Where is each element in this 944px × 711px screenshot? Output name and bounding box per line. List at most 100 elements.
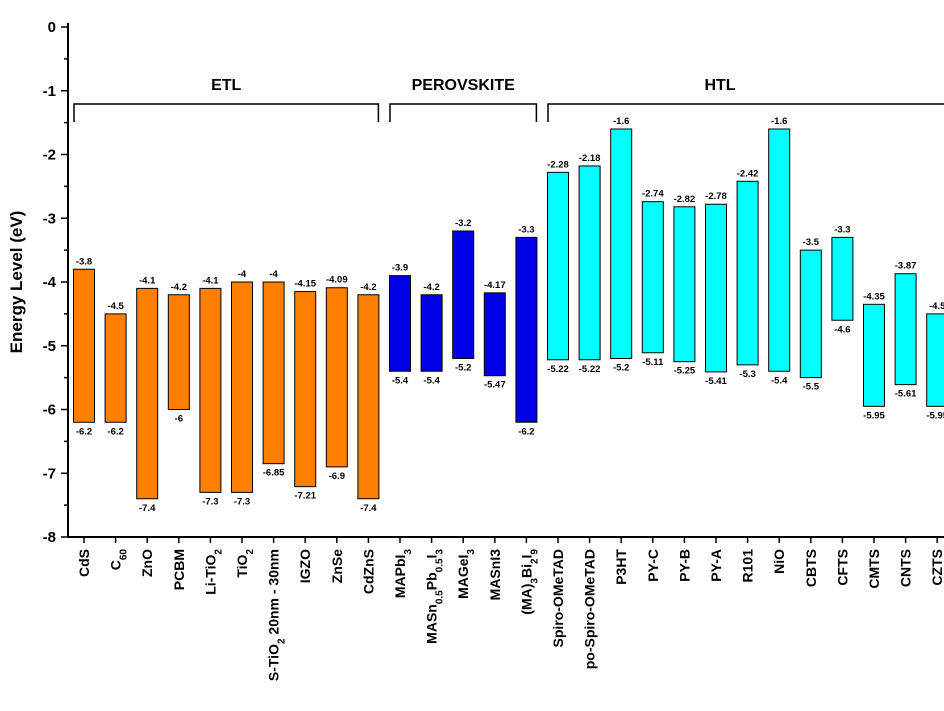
bar — [894, 273, 917, 386]
axes: 0 -1 -2 -3 -4 -5 -6 -7 -8 Energy Level (eV) — [7, 19, 944, 546]
top-value-label: -1.6 — [771, 116, 787, 127]
bottom-value-label: -6.2 — [518, 426, 534, 437]
category-label: PY-B — [676, 549, 692, 582]
bar — [515, 236, 538, 423]
top-value-label: -3.2 — [455, 218, 471, 229]
category-label: C60 — [108, 549, 130, 571]
x-tick-labels: CdS C60 ZnO PCBM Li-TiO2 TiO2 S-TiO2 20nm - 30… — [76, 549, 944, 682]
category-label: CBTS — [803, 549, 819, 587]
bars — [73, 128, 944, 500]
bottom-value-label: -5.11 — [642, 357, 664, 368]
bottom-value-label: -5.25 — [674, 366, 696, 377]
bar — [799, 249, 822, 379]
top-value-label: -2.28 — [547, 159, 569, 170]
category-label: Li-TiO2 — [202, 549, 224, 595]
top-value-label: -3.9 — [392, 263, 408, 274]
bar — [136, 287, 159, 500]
bar — [610, 128, 633, 359]
y-tick-label: -4 — [43, 274, 57, 291]
bar — [357, 294, 380, 500]
bottom-value-label: -5.5 — [803, 382, 820, 393]
bottom-value-label: -6.2 — [76, 426, 92, 437]
bar — [199, 287, 222, 493]
top-value-label: -4.09 — [326, 275, 348, 286]
bottom-value-label: -5.4 — [392, 375, 409, 386]
top-value-label: -2.42 — [737, 168, 759, 179]
y-tick-label: -5 — [43, 338, 56, 355]
bottom-value-label: -5.4 — [423, 375, 440, 386]
bottom-value-label: -5.47 — [484, 380, 506, 391]
category-label: IGZO — [297, 549, 313, 583]
category-label: po-Spiro-OMeTAD — [582, 549, 598, 669]
bottom-value-label: -5.2 — [455, 363, 471, 374]
y-tick-label: -1 — [43, 83, 56, 100]
top-value-label: -4.1 — [202, 275, 219, 286]
top-value-label: -4.1 — [139, 275, 156, 286]
bottom-value-label: -7.3 — [202, 496, 218, 507]
top-value-label: -4.15 — [294, 279, 316, 290]
category-label: ZnSe — [329, 549, 345, 583]
group-brackets: ETL PEROVSKITE HTL — [73, 77, 944, 122]
top-value-label: -3.8 — [76, 256, 92, 267]
top-value-label: -4.17 — [484, 280, 506, 291]
category-label: (MA)3Bi2I9 — [518, 549, 540, 615]
bottom-value-label: -5.2 — [613, 363, 629, 374]
bar — [389, 275, 411, 372]
top-value-label: -2.18 — [579, 153, 601, 164]
bottom-value-label: -7.3 — [234, 496, 250, 507]
category-label: CFTS — [834, 549, 850, 586]
category-label: MASnI3 — [487, 549, 503, 601]
bottom-value-label: -5.22 — [579, 364, 601, 375]
group-label-perovskite: PEROVSKITE — [412, 77, 515, 94]
top-value-label: -3.87 — [895, 261, 917, 272]
bottom-value-label: -6.9 — [329, 471, 345, 482]
top-value-label: -4.2 — [171, 282, 187, 293]
top-value-label: -4.5 — [107, 301, 124, 312]
bottom-value-label: -5.3 — [739, 369, 755, 380]
bottom-value-label: -7.4 — [360, 503, 377, 514]
bar — [768, 128, 791, 372]
category-label: P3HT — [613, 549, 629, 585]
category-label: PY-C — [645, 549, 661, 582]
bar — [673, 206, 696, 363]
bar — [578, 165, 601, 361]
category-label: Spiro-OMeTAD — [550, 549, 566, 648]
category-label: MAPbI3 — [392, 549, 414, 599]
top-value-label: -4.2 — [360, 282, 376, 293]
top-value-label: -2.78 — [705, 191, 727, 202]
y-tick-label: -3 — [43, 210, 56, 227]
top-value-label: -3.3 — [518, 224, 534, 235]
bar — [325, 287, 348, 468]
bottom-value-label: -5.95 — [926, 410, 944, 421]
bar — [262, 281, 285, 465]
bottom-value-label: -5.61 — [895, 389, 917, 400]
bar — [420, 294, 443, 372]
top-value-label: -1.6 — [613, 116, 629, 127]
bar — [73, 268, 95, 423]
top-value-label: -2.82 — [674, 194, 696, 205]
top-value-label: -4 — [238, 269, 247, 280]
bottom-value-label: -5.41 — [705, 376, 727, 387]
bar — [641, 201, 664, 354]
bar — [863, 303, 885, 407]
category-label: PCBM — [171, 549, 187, 590]
category-label: PY-A — [708, 549, 724, 582]
value-labels: -3.8 -6.2 -4.5 -6.2 -4.1 -7.4 -4.2 -6 -4.1 -7.3 -4… — [76, 116, 944, 514]
top-value-label: -3.3 — [834, 224, 850, 235]
y-tick-label: -7 — [43, 465, 56, 482]
bar — [452, 230, 475, 359]
bar — [705, 203, 727, 373]
bottom-value-label: -5.4 — [771, 375, 788, 386]
y-tick-label: -2 — [43, 147, 56, 164]
y-tick-label: -8 — [43, 529, 56, 546]
bar — [104, 313, 127, 423]
bar — [483, 292, 506, 377]
group-label-htl: HTL — [704, 77, 735, 94]
bottom-value-label: -7.21 — [294, 491, 316, 502]
category-label: CdZnS — [360, 549, 376, 594]
bottom-value-label: -6.2 — [107, 426, 123, 437]
group-bracket-htl — [547, 103, 944, 122]
y-tick-label: 0 — [48, 19, 56, 36]
top-value-label: -4.35 — [863, 291, 885, 302]
